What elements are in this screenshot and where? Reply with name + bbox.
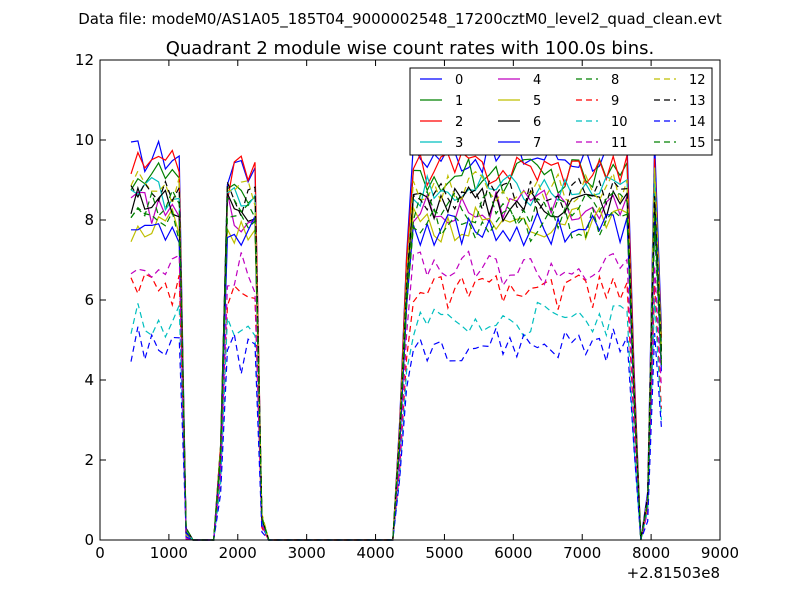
x-tick-label: 3000 (288, 544, 326, 562)
legend-label: 1 (455, 94, 463, 109)
y-tick-label: 0 (84, 531, 94, 549)
legend-box (409, 67, 713, 156)
x-tick-label: 8000 (632, 544, 670, 562)
y-tick-label: 4 (84, 371, 94, 389)
legend-label: 0 (455, 73, 463, 88)
chart-title: Quadrant 2 module wise count rates with … (166, 38, 655, 59)
y-tick-label: 6 (84, 291, 94, 309)
series-line-9 (130, 273, 662, 541)
x-offset-label: +2.81503e8 (627, 564, 720, 582)
legend-label: 15 (689, 136, 706, 151)
legend-label: 8 (611, 73, 619, 88)
y-tick-label: 10 (75, 131, 94, 149)
legend-label: 10 (611, 115, 628, 130)
x-tick-label: 4000 (356, 544, 394, 562)
x-tick-label: 0 (95, 544, 105, 562)
legend-label: 7 (533, 136, 541, 151)
series-line-11 (130, 250, 662, 541)
legend-label: 13 (689, 94, 706, 109)
legend-label: 6 (533, 115, 541, 130)
axis-ticks: 0 1000 2000 3000 4000 5000 6000 7000 8000 9000 0 2 4… (75, 51, 739, 562)
legend-label: 9 (611, 94, 619, 109)
legend-label: 12 (689, 73, 706, 88)
series-line-15 (130, 188, 662, 541)
x-tick-label: 1000 (150, 544, 188, 562)
y-tick-label: 12 (75, 51, 94, 69)
legend-label: 4 (533, 73, 541, 88)
series-line-10 (130, 298, 662, 541)
data-file-label: Data file: modeM0/AS1A05_185T04_90000025… (78, 10, 722, 29)
series-line-14 (130, 326, 662, 541)
legend-label: 14 (689, 115, 706, 130)
legend-label: 3 (455, 136, 463, 151)
x-tick-label: 5000 (425, 544, 463, 562)
x-tick-label: 6000 (494, 544, 532, 562)
legend-label: 11 (611, 136, 628, 151)
legend-label: 2 (455, 115, 463, 130)
x-tick-label: 7000 (563, 544, 601, 562)
y-tick-label: 8 (84, 211, 94, 229)
legend-label: 5 (533, 94, 541, 109)
x-tick-label: 9000 (701, 544, 739, 562)
x-tick-label: 2000 (219, 544, 257, 562)
series-layer (130, 137, 662, 541)
y-tick-label: 2 (84, 451, 94, 469)
